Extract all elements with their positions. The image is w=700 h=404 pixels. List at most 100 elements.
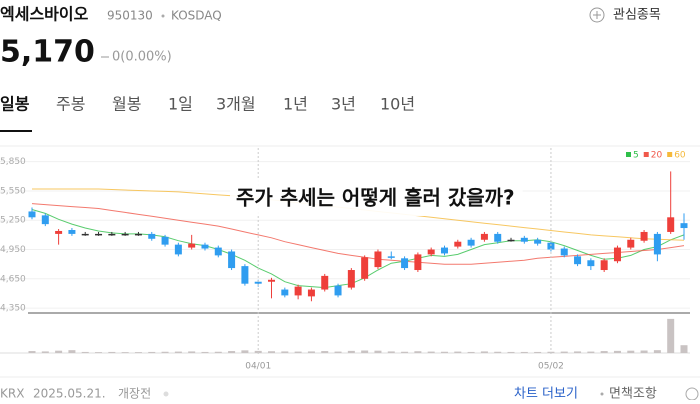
period-tabs: 일봉 주봉 월봉 1일 3개월 1년 3년 10년 (0, 95, 415, 132)
watch-label: 관심종목 (613, 8, 661, 23)
y-tick-label: 4,950 (0, 245, 26, 255)
volume-bar (201, 351, 209, 353)
date: 2025.05.21. (33, 387, 106, 401)
candle-body (28, 211, 36, 218)
x-tick-label: 04/01 (245, 362, 271, 372)
volume-bar (121, 352, 129, 353)
candle-body (201, 244, 209, 249)
volume-bar (520, 351, 528, 353)
volume-bar (268, 351, 276, 353)
volume-bar (440, 351, 448, 353)
tab[interactable]: 1년 (283, 95, 308, 114)
candle-body (374, 251, 382, 268)
volume-bar (321, 351, 329, 353)
candle-body (627, 239, 635, 248)
volume-bar (667, 318, 675, 353)
volume-bar (41, 351, 49, 353)
candle-body (520, 237, 528, 242)
candle-body (214, 247, 222, 256)
volume-bar (401, 351, 409, 353)
candle-body (587, 260, 595, 267)
candle-body (347, 270, 355, 288)
volume-bar (68, 350, 76, 353)
candle-body (134, 233, 142, 236)
legend-label: 60 (674, 151, 686, 161)
volume-bar (108, 351, 116, 353)
tab[interactable]: 주봉 (56, 95, 85, 114)
candle-body (81, 233, 89, 236)
candle-body (321, 275, 329, 290)
disclaimer-link[interactable]: 면책조항 (609, 387, 657, 402)
candle-body (427, 249, 435, 255)
volume-bar (374, 350, 382, 353)
candle-body (667, 217, 675, 232)
candle-body (68, 230, 76, 234)
volume-bar (454, 351, 462, 353)
candle-body (454, 241, 462, 247)
candle-body (640, 231, 648, 241)
legend-swatch (643, 152, 649, 157)
y-tick-label: 5,250 (0, 216, 26, 226)
volume-bar (281, 351, 289, 353)
legend-swatch (667, 152, 673, 157)
tab[interactable]: 3년 (331, 95, 356, 114)
volume-bar (241, 350, 249, 353)
volume-bar (254, 350, 262, 353)
volume-bar (640, 350, 648, 353)
annotation: 주가 추세는 어떻게 흘러 갔을까? (236, 186, 515, 210)
volume-bar (161, 351, 169, 353)
disclaimer-icon (685, 387, 699, 401)
annotation-bg (230, 180, 523, 216)
tab-underline (0, 130, 32, 132)
moving-average (31, 203, 685, 265)
stock-code: 950130 (107, 9, 153, 23)
candle-body (401, 258, 409, 269)
volume-bar (427, 351, 435, 353)
tab[interactable]: 월봉 (112, 95, 141, 114)
separator (600, 392, 604, 396)
candle-body (148, 233, 156, 239)
volume-bar (188, 351, 196, 353)
market: KOSDAQ (171, 9, 222, 23)
tab[interactable]: 10년 (380, 95, 415, 114)
volume-bar (387, 351, 395, 353)
candle-body (534, 239, 542, 244)
volume-bar (228, 351, 236, 353)
volume-bar (55, 350, 63, 353)
volume-bar (494, 351, 502, 353)
volume-bar (174, 351, 182, 353)
status: 개장전 (118, 387, 151, 401)
volume-bar (507, 351, 515, 353)
volume-bar (307, 351, 315, 353)
candle-body (467, 239, 475, 246)
candle-body (600, 260, 608, 271)
y-tick-label: 5,550 (0, 186, 26, 196)
more-link[interactable]: 차트 더보기 (514, 387, 578, 402)
volume-bar (587, 351, 595, 353)
volume-bar (347, 350, 355, 353)
candle-body (161, 236, 169, 245)
volume-bar (534, 351, 542, 353)
tab[interactable]: 3개월 (216, 95, 256, 114)
candle-body (680, 223, 688, 229)
tab[interactable]: 일봉 (0, 95, 30, 114)
volume-bar (334, 351, 342, 353)
volume-bar (361, 350, 369, 353)
y-tick-label: 5,850 (0, 157, 26, 167)
candle-body (228, 251, 236, 269)
volume-bar (294, 351, 302, 353)
legend-label: 20 (651, 151, 663, 161)
volume-bar (467, 351, 475, 353)
tab[interactable]: 1일 (168, 95, 193, 114)
candle-body (560, 248, 568, 256)
volume-bar (574, 351, 582, 353)
candle-body (334, 285, 342, 296)
x-tick-label: 05/02 (538, 362, 564, 372)
change: 0(0.00%) (112, 50, 172, 65)
candle-body (547, 242, 555, 250)
volume-bar (81, 351, 89, 353)
plus-icon (589, 7, 605, 23)
watch-button[interactable]: 관심종목 (589, 7, 661, 23)
volume-bar (480, 351, 488, 353)
